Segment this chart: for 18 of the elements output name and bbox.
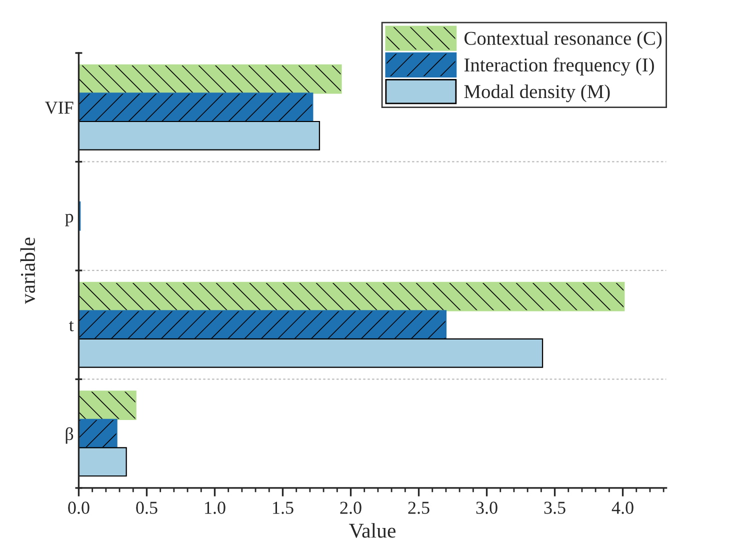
legend-label: Contextual resonance (C)	[464, 31, 662, 49]
x-tick-label: 2.5	[408, 502, 430, 514]
x-tick-label: 1.5	[273, 502, 294, 514]
x-tick-label: 0.5	[136, 502, 158, 514]
x-axis-title: Value	[349, 523, 396, 538]
x-tick-label: 3.0	[476, 502, 498, 514]
x-tick-label: 4.0	[612, 502, 634, 514]
y-tick-label: t	[69, 320, 74, 332]
y-tick-label: β	[66, 427, 74, 444]
x-tick-label: 3.5	[544, 502, 566, 514]
legend-label: Interaction frequency (I)	[464, 58, 654, 76]
x-tick-label: 0.0	[68, 502, 90, 514]
x-tick-label: 2.0	[340, 502, 362, 514]
x-tick-label: 1.0	[205, 502, 226, 514]
y-tick-label: VIF	[44, 102, 74, 114]
y-tick-label: p	[65, 214, 74, 226]
legend-label: Modal density (M)	[464, 84, 610, 102]
y-axis-title: variable	[20, 238, 35, 304]
